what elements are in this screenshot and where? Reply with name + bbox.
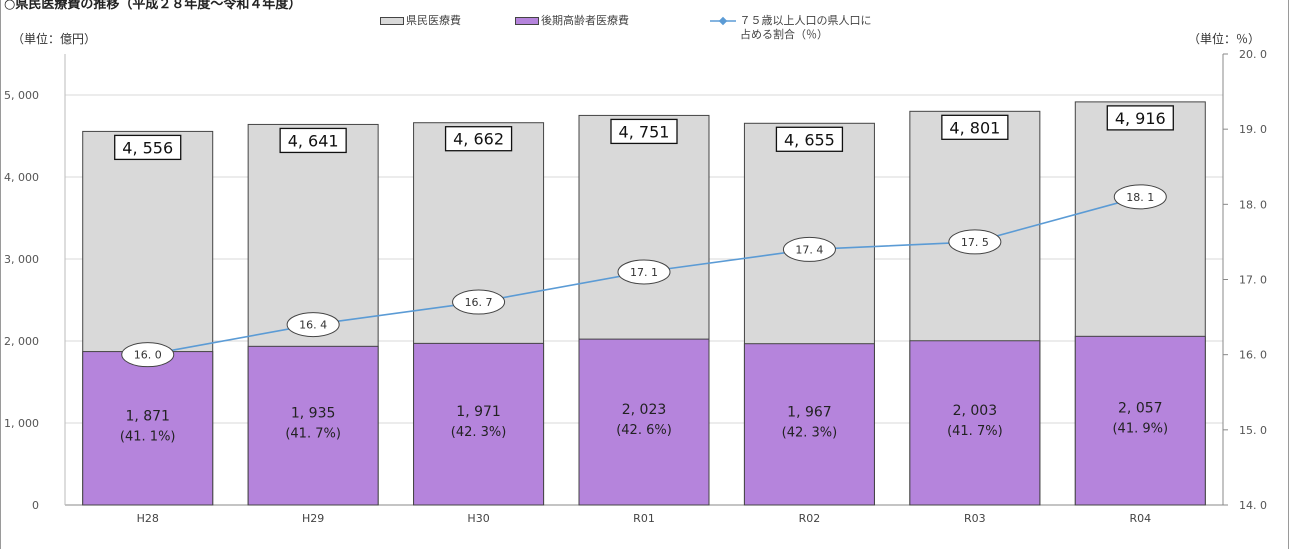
y-tick-label: 2, 000 [4,335,39,348]
elderly-value-label: 2, 057 [1118,401,1163,417]
y2-tick-label: 19. 0 [1239,123,1267,136]
total-value-label: 4, 655 [784,130,835,149]
ratio-point-label: 18. 1 [1126,191,1154,204]
elderly-value-label: 1, 967 [787,404,832,420]
legend-item-total: 県民医療費 [380,12,461,28]
bar-elderly [247,345,379,506]
ratio-point-label: 16. 4 [299,319,327,332]
elderly-share-label: (42. 3%) [782,425,838,440]
x-tick-label: R04 [1129,512,1151,525]
y2-tick-label: 17. 0 [1239,274,1267,287]
ratio-point-bubble [1113,184,1167,210]
legend-item-elderly: 後期高齢者医療費 [515,12,629,28]
legend-label-ratio-line2: 占める割合（％） [740,28,828,41]
y2-tick-label: 16. 0 [1239,349,1267,362]
x-tick-label: R01 [633,512,655,525]
total-label-box [610,118,678,145]
y2-tick-label: 14. 0 [1239,499,1267,512]
total-label-box [114,134,182,161]
bar-elderly [82,351,214,506]
ratio-point-label: 17. 1 [630,266,658,279]
total-value-label: 4, 916 [1115,109,1166,128]
elderly-value-label: 1, 871 [125,408,170,424]
bar-elderly [1074,335,1206,506]
legend-swatch-total [380,17,404,25]
total-label-box [941,114,1009,140]
x-tick-label: R02 [799,512,821,525]
x-tick-label: R03 [964,512,986,525]
legend-label-total: 県民医療費 [406,14,461,27]
y-tick-label: 4, 000 [4,171,39,184]
total-label-box [1106,105,1174,131]
ratio-point-label: 17. 4 [795,243,823,256]
total-label-box [279,127,347,154]
y2-tick-label: 18. 0 [1239,198,1267,211]
x-tick-label: H28 [137,512,159,525]
y2-tick-label: 20. 0 [1239,48,1267,61]
elderly-value-label: 2, 023 [622,402,667,418]
elderly-share-label: (41. 9%) [1112,422,1168,437]
elderly-share-label: (42. 6%) [616,423,672,438]
legend-label-ratio-line1: ７５歳以上人口の県人口に [739,14,872,27]
total-label-box [444,126,513,152]
total-value-label: 4, 801 [949,118,1000,137]
y-tick-label: 1, 000 [4,417,39,430]
bar-elderly [413,342,545,506]
legend-label-elderly: 後期高齢者医療費 [541,14,629,27]
total-value-label: 4, 641 [288,131,339,150]
elderly-share-label: (42. 3%) [451,425,507,440]
elderly-value-label: 1, 935 [291,406,336,422]
x-tick-label: H29 [302,512,324,525]
total-label-box [775,126,844,152]
elderly-value-label: 2, 003 [953,403,998,419]
ratio-point-label: 16. 0 [134,349,162,362]
y-tick-label: 0 [32,499,39,512]
ratio-point-label: 16. 7 [465,296,493,309]
total-value-label: 4, 556 [122,138,173,157]
right-unit-label: （単位：％） [1187,32,1260,46]
elderly-share-label: (41. 1%) [120,429,176,444]
y2-tick-label: 15. 0 [1239,424,1267,437]
legend-item-ratio: ７５歳以上人口の県人口に [710,12,872,28]
total-value-label: 4, 751 [619,122,670,141]
ratio-point-bubble [782,236,836,262]
elderly-share-label: (41. 7%) [285,427,341,442]
bar-elderly [909,340,1041,506]
bar-elderly [743,343,875,506]
chart-title: ○県民医療費の推移（平成２８年度～令和４年度） [4,0,302,12]
elderly-share-label: (41. 7%) [947,424,1003,439]
ratio-point-bubble [286,312,340,338]
legend-swatch-elderly [515,17,539,25]
left-unit-label: （単位：億円） [12,32,97,46]
ratio-point-bubble [452,289,506,315]
bar-elderly [578,338,710,506]
x-tick-label: H30 [467,512,489,525]
ratio-point-bubble [617,259,671,285]
ratio-point-label: 17. 5 [961,236,989,249]
y-tick-label: 3, 000 [4,253,39,266]
ratio-point-bubble [948,229,1002,255]
legend-swatch-ratio [710,16,736,26]
elderly-value-label: 1, 971 [456,404,501,420]
y-tick-label: 5, 000 [4,89,39,102]
ratio-point-bubble [121,342,175,368]
total-value-label: 4, 662 [453,130,504,149]
